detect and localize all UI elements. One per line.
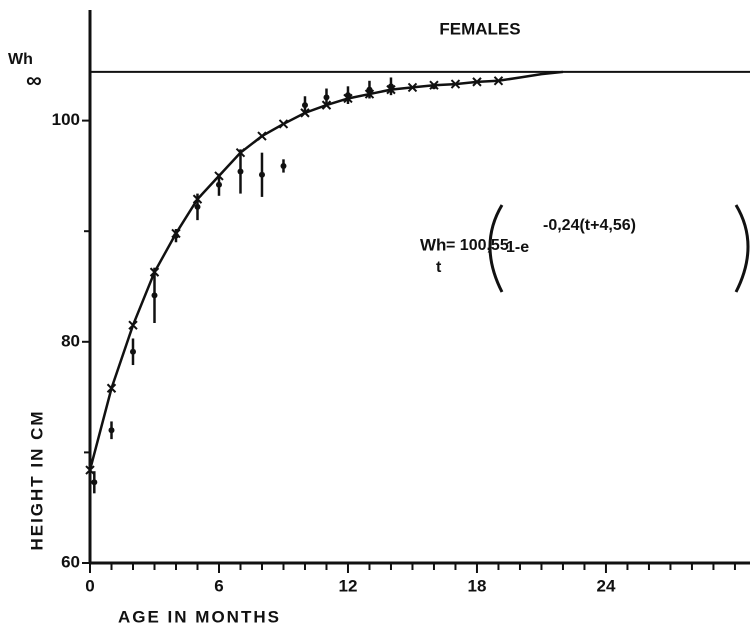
y-axis-label: HEIGHT IN CM xyxy=(27,409,46,550)
observed-point xyxy=(194,203,201,210)
fitted-marker xyxy=(407,82,418,93)
formula-bracket xyxy=(488,204,504,293)
formula-base: 1-e xyxy=(506,239,529,256)
observed-point xyxy=(301,102,308,109)
observed-point xyxy=(280,162,287,169)
formula-exponent: -0,24(t+4,56) xyxy=(543,217,636,234)
observed-point xyxy=(387,83,394,90)
observed-point xyxy=(258,171,265,178)
x-tick-label: 6 xyxy=(214,576,223,595)
y-tick-label: 80 xyxy=(61,331,80,350)
formula-subscript: t xyxy=(436,259,442,276)
observed-point xyxy=(129,348,136,355)
x-tick-label: 24 xyxy=(597,576,616,595)
formula-lhs: Wh xyxy=(420,235,446,254)
x-tick-label: 0 xyxy=(85,576,94,595)
fitted-marker xyxy=(257,131,267,141)
fitted-marker xyxy=(278,119,289,129)
x-tick-label: 12 xyxy=(339,576,358,595)
x-axis-label: AGE IN MONTHS xyxy=(118,607,281,626)
y-tick-label: 60 xyxy=(61,552,80,571)
fitted-marker xyxy=(128,320,138,330)
observed-point xyxy=(108,427,115,434)
observed-point xyxy=(91,479,98,486)
formula-coefficient: = 100,55 xyxy=(446,237,509,254)
fitted-marker xyxy=(85,465,95,475)
fitted-marker xyxy=(472,77,482,87)
fitted-marker xyxy=(106,383,117,393)
observed-point xyxy=(215,181,222,188)
y-tick-label: 100 xyxy=(52,110,80,129)
chart-title: FEMALES xyxy=(439,19,520,38)
observed-point xyxy=(366,86,373,93)
observed-point xyxy=(172,232,179,239)
observed-point xyxy=(237,168,244,175)
observed-point xyxy=(430,83,437,90)
x-tick-label: 18 xyxy=(468,576,487,595)
observed-point xyxy=(151,292,158,299)
asymptote-subscript: ∞ xyxy=(26,68,42,93)
formula-bracket xyxy=(734,204,750,293)
observed-point xyxy=(323,94,330,101)
observed-point xyxy=(344,92,351,99)
asymptote-label: Wh xyxy=(8,51,33,68)
fitted-marker xyxy=(450,79,461,89)
fitted-marker xyxy=(493,76,504,86)
